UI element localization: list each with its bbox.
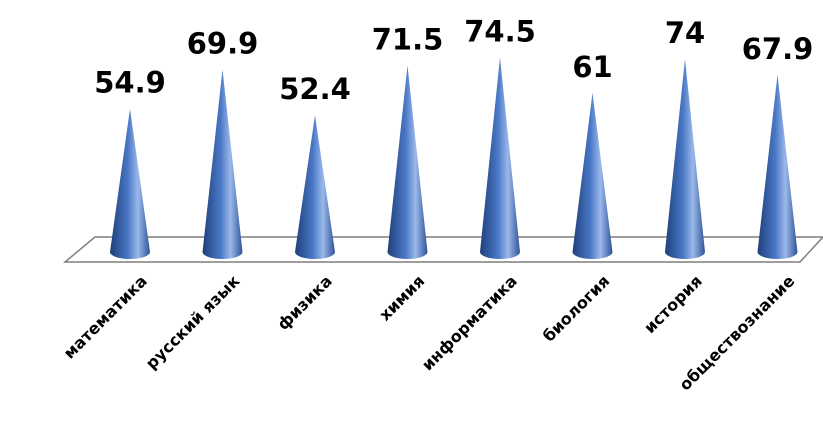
cone-body [757,74,798,259]
data-label: 67.9 [742,32,814,66]
category-label: история [640,271,706,337]
cone-bar [480,57,520,260]
category-label: информатика [418,271,521,374]
cone-bar [665,58,705,259]
cone-bar [387,65,428,259]
cone-body [572,92,613,259]
data-label: 74.5 [464,15,536,49]
cone-body [110,108,150,259]
cone-bar [110,108,150,259]
data-label: 52.4 [279,72,351,106]
cone-body [202,69,243,259]
category-label: русский язык [142,271,244,373]
data-label: 54.9 [94,66,166,100]
cone-bar [295,115,335,260]
category-label: химия [375,271,428,324]
cone-bar [202,69,243,259]
cone-body [387,65,428,259]
data-label: 74 [665,16,705,50]
category-label: биология [539,271,613,345]
cone-bar [757,74,798,259]
data-label: 69.9 [187,27,259,61]
data-label: 61 [572,50,612,84]
chart-floor [62,236,823,263]
cone-body [665,58,705,259]
cone-body [480,57,520,260]
cone-body [295,115,335,260]
category-label: физика [273,271,335,333]
cone-bar [572,92,613,259]
category-label: математика [60,271,151,362]
data-label: 71.5 [372,22,444,56]
